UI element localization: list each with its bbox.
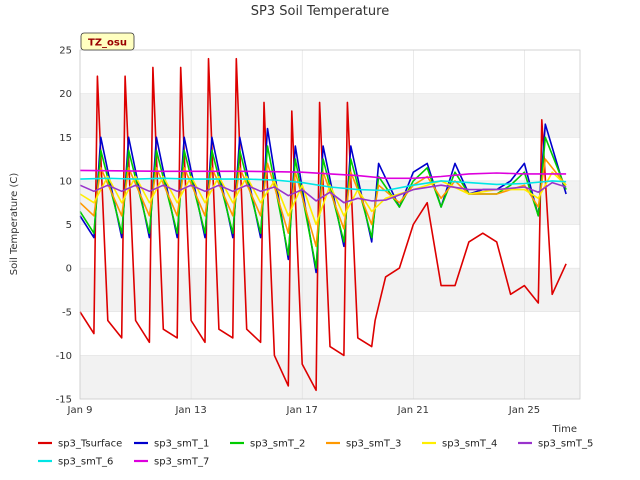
series-lines <box>79 57 567 392</box>
y-tick-label: -5 <box>62 307 72 318</box>
legend-label: sp3_Tsurface <box>58 439 122 450</box>
legend-label: sp3_smT_3 <box>346 439 401 450</box>
plot-band <box>80 355 580 399</box>
y-tick-label: -15 <box>56 395 72 406</box>
chart-title: SP3 Soil Temperature <box>251 4 389 19</box>
y-tick-label: 0 <box>66 264 72 275</box>
y-tick-label: 25 <box>59 46 72 57</box>
legend: sp3_Tsurface sp3_smT_1 sp3_smT_2 sp3_smT_3 s… <box>38 439 593 468</box>
legend-item-sp3_Tsurface: sp3_Tsurface <box>38 439 122 450</box>
y-axis-title: Soil Temperature (C) <box>9 173 20 276</box>
series-line-sp3_smT_6 <box>79 177 567 192</box>
plot-frame <box>79 49 581 400</box>
x-tick-label: Jan 9 <box>67 405 93 416</box>
series-line-sp3_smT_3 <box>79 158 567 248</box>
y-tick-label: 5 <box>66 220 72 231</box>
legend-item-sp3_smT_4: sp3_smT_4 <box>422 439 497 450</box>
x-tick-label: Jan 17 <box>286 405 318 416</box>
tick-labels: -15 -10 -5 0 5 10 15 20 25 Jan 9 Jan 13 Jan 17 Jan 2… <box>56 46 540 417</box>
y-tick-label: 15 <box>59 133 72 144</box>
plot-band <box>80 224 580 269</box>
plot-band <box>80 93 580 138</box>
plot-background <box>80 50 580 399</box>
tz-badge-box <box>80 32 135 51</box>
legend-label: sp3_smT_7 <box>154 457 209 468</box>
axes <box>79 49 581 400</box>
legend-label: sp3_smT_4 <box>442 439 497 450</box>
legend-label: sp3_smT_1 <box>154 439 209 450</box>
legend-item-sp3_smT_5: sp3_smT_5 <box>518 439 593 450</box>
y-tick-label: 20 <box>59 89 72 100</box>
series-line-sp3_Tsurface <box>79 57 567 392</box>
tz-badge: TZ_osu <box>80 32 135 51</box>
legend-item-sp3_smT_3: sp3_smT_3 <box>326 439 401 450</box>
x-tick-label: Jan 25 <box>508 405 540 416</box>
x-tick-label: Jan 21 <box>397 405 429 416</box>
legend-label: sp3_smT_6 <box>58 457 113 468</box>
legend-label: sp3_smT_2 <box>250 439 305 450</box>
x-axis-title: Time <box>552 424 577 435</box>
legend-item-sp3_smT_2: sp3_smT_2 <box>230 439 305 450</box>
plot-band <box>80 50 580 94</box>
legend-item-sp3_smT_7: sp3_smT_7 <box>134 457 209 468</box>
legend-label: sp3_smT_5 <box>538 439 593 450</box>
series-line-sp3_smT_5 <box>79 181 567 204</box>
y-tick-label: -10 <box>56 351 72 362</box>
plot-band <box>80 268 580 312</box>
tz-badge-label: TZ_osu <box>88 38 127 49</box>
series-line-sp3_smT_4 <box>79 171 567 226</box>
legend-item-sp3_smT_6: sp3_smT_6 <box>38 457 113 468</box>
y-tick-label: 10 <box>59 176 72 187</box>
series-line-sp3_smT_7 <box>79 169 567 180</box>
x-tick-label: Jan 13 <box>174 405 206 416</box>
legend-item-sp3_smT_1: sp3_smT_1 <box>134 439 209 450</box>
